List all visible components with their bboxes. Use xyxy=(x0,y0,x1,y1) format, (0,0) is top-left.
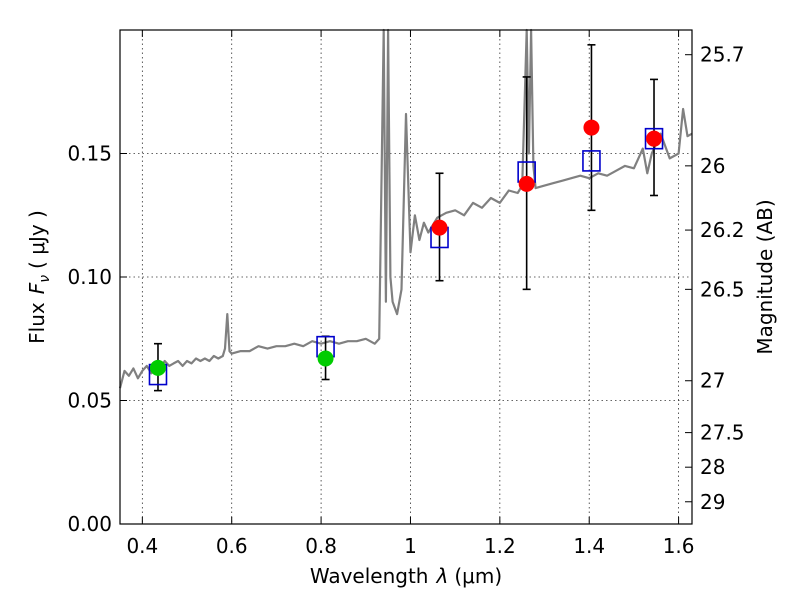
y2-tick-label: 26.2 xyxy=(700,218,745,242)
photometry-point xyxy=(518,175,535,192)
photometry-point xyxy=(583,119,600,136)
x-tick-label: 1.4 xyxy=(573,534,605,558)
x-tick-label: 1.6 xyxy=(663,534,695,558)
photometry-point xyxy=(317,350,334,367)
model-points-series xyxy=(148,127,664,386)
y-axis-label-symbol: F xyxy=(25,282,49,294)
x-tick-label: 1.2 xyxy=(484,534,516,558)
photometry-point xyxy=(646,130,663,147)
spectrum-line xyxy=(118,28,693,389)
x-axis-label-text: Wavelength xyxy=(310,564,429,588)
y2-tick-label: 28 xyxy=(700,455,725,479)
x-tick-label: 0.6 xyxy=(216,534,248,558)
x-axis: 0.4 0.6 0.8 1 1.2 1.4 1.6 xyxy=(126,30,695,558)
model-point xyxy=(644,127,664,150)
y-axis-label: Flux Fν ( μJy ) xyxy=(25,210,53,344)
y-axis: 0.00 0.05 0.10 0.15 xyxy=(67,142,127,536)
y2-tick-label: 29 xyxy=(700,490,725,514)
y-tick-label: 0.05 xyxy=(67,389,112,413)
y2-tick-label: 25.7 xyxy=(700,43,745,67)
y2-tick-label: 26.5 xyxy=(700,277,745,301)
y-tick-label: 0.10 xyxy=(67,265,112,289)
y-axis-label-unit: ( μJy ) xyxy=(25,210,49,269)
y2-tick-label: 27 xyxy=(700,369,725,393)
grid xyxy=(120,30,692,524)
spectrum-series xyxy=(118,28,693,389)
y2-tick-label: 27.5 xyxy=(700,421,745,445)
x-tick-label: 0.4 xyxy=(126,534,158,558)
photometry-point xyxy=(149,359,166,376)
model-point xyxy=(582,150,601,172)
x-axis-label-symbol: λ xyxy=(436,564,449,588)
x-axis-label-unit: (μm) xyxy=(454,564,502,588)
y2-axis: 25.7 26 26.2 26.5 27 27.5 28 29 xyxy=(685,43,745,514)
y-tick-label: 0.15 xyxy=(67,142,112,166)
x-axis-label: Wavelength λ (μm) xyxy=(310,564,502,588)
x-tick-label: 1 xyxy=(404,534,417,558)
photometry-point xyxy=(431,219,448,236)
y-axis-label-subscript: ν xyxy=(37,275,53,283)
y2-tick-label: 26 xyxy=(700,154,725,178)
y-axis-label-text: Flux xyxy=(25,302,49,344)
photometry-series xyxy=(149,119,663,376)
x-tick-label: 0.8 xyxy=(305,534,337,558)
y-tick-label: 0.00 xyxy=(67,512,112,536)
y2-axis-label: Magnitude (AB) xyxy=(753,199,777,354)
